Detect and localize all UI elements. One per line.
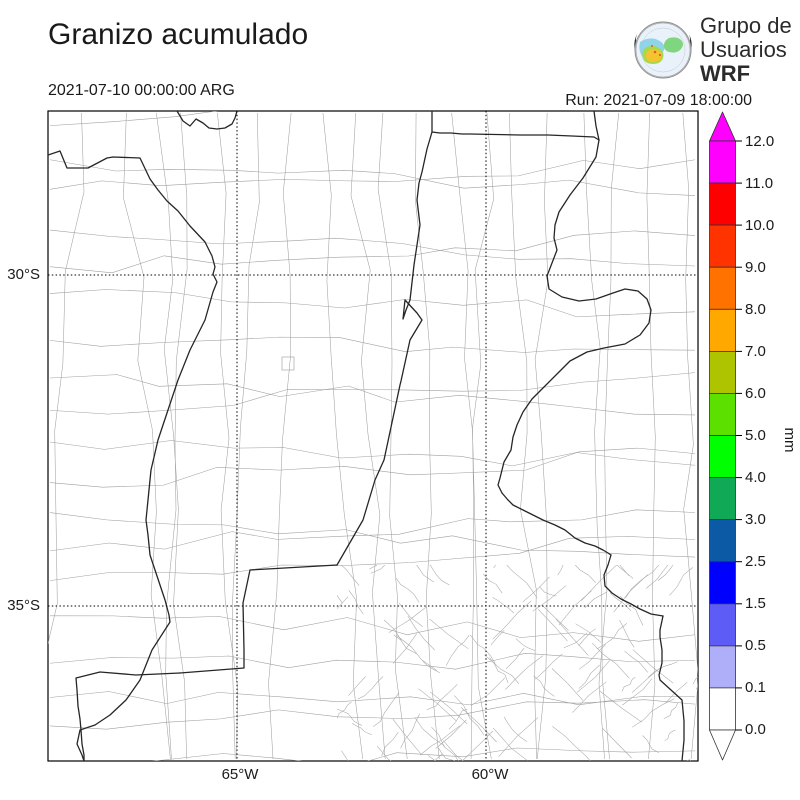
svg-text:mm: mm [781,428,798,453]
